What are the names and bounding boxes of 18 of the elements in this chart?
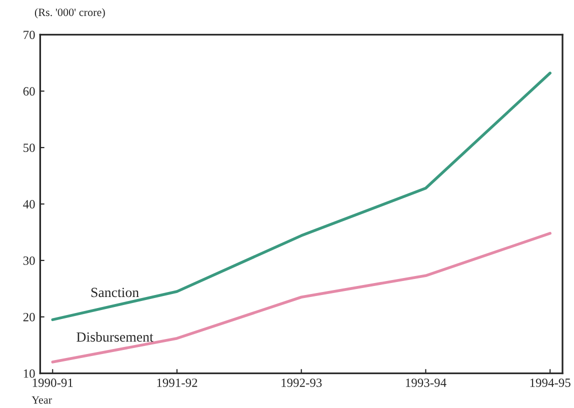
y-tick-label: 60 [23, 87, 35, 96]
y-tick-label: 70 [24, 30, 35, 40]
y-tick-label: 50 [24, 144, 35, 152]
x-tick-label: 1992-93 [282, 378, 322, 387]
y-tick-label: 40 [23, 200, 35, 208]
x-axis-title: Year [32, 396, 52, 404]
y-tick-label: 10 [24, 369, 35, 378]
x-tick-label: 1993-94 [406, 378, 446, 387]
series-label: Sanction [91, 288, 139, 298]
y-tick-label: 20 [23, 312, 35, 322]
series-label: Disbursement [76, 332, 154, 342]
y-axis-title: (Rs. '000' crore) [34, 8, 105, 18]
y-tick-label: 30 [23, 256, 35, 265]
x-tick-label: 1994-95 [530, 378, 570, 387]
x-tick-label: 1990-91 [32, 378, 73, 387]
line-series [51, 72, 552, 322]
x-tick-label: 1991-92 [157, 378, 198, 387]
line-series [51, 232, 552, 364]
